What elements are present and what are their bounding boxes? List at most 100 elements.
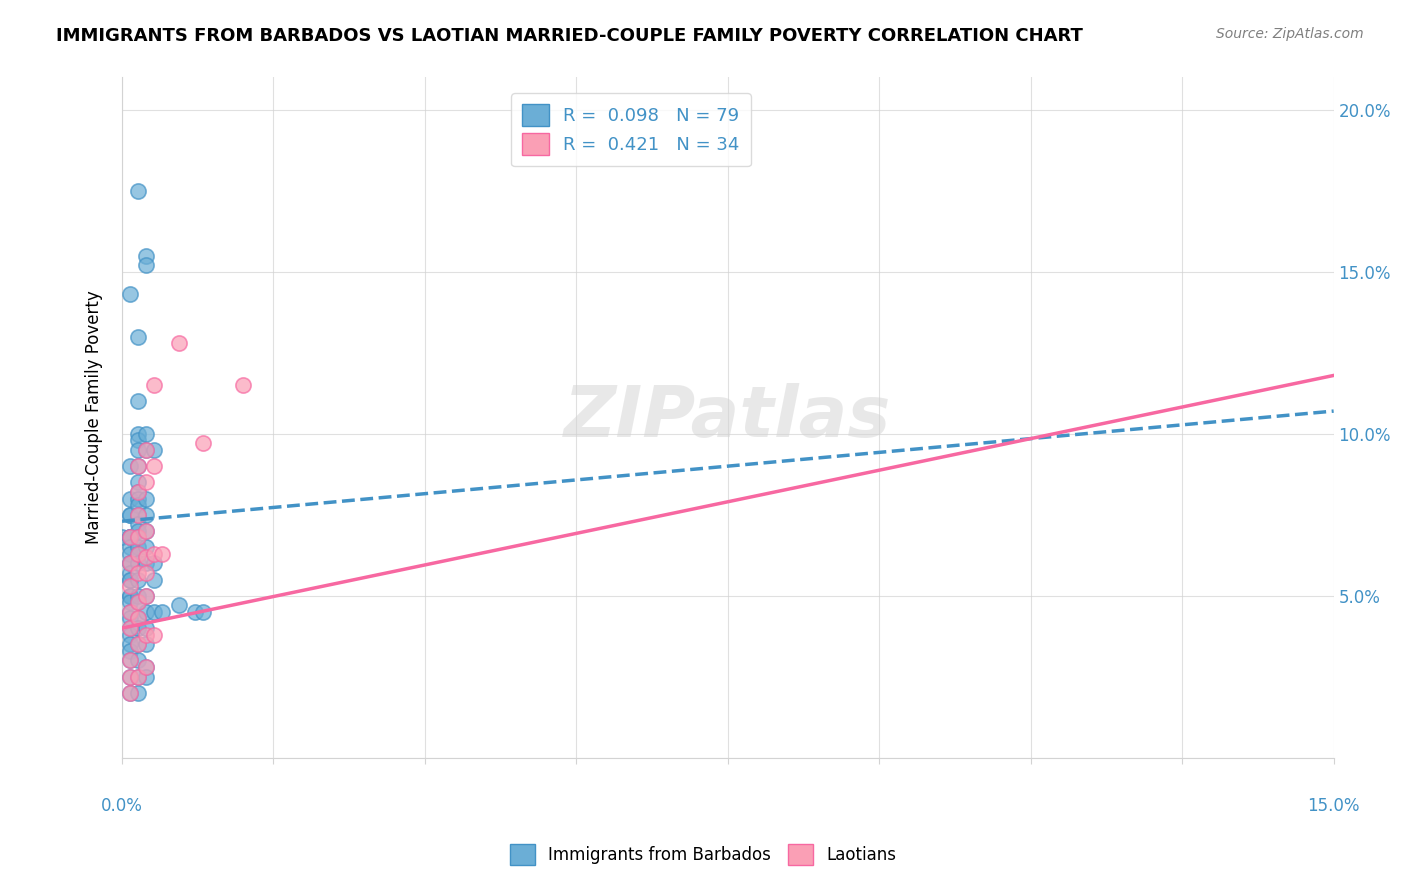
Point [120,605,142,619]
Point [120,530,142,544]
Point [120,557,142,571]
Y-axis label: Married-Couple Family Poverty: Married-Couple Family Poverty [86,291,103,544]
Point [135,475,157,490]
Point [120,557,142,571]
Point [127,434,149,448]
Point [143,557,166,571]
Point [120,644,142,658]
Point [135,442,157,457]
Point [127,485,149,500]
Point [120,589,142,603]
Point [152,547,174,561]
Point [120,589,142,603]
Point [120,287,142,301]
Point [135,426,157,441]
Point [127,686,149,700]
Point [191,436,214,450]
Point [143,459,166,474]
Point [120,459,142,474]
Point [167,336,190,351]
Point [127,530,149,544]
Point [127,573,149,587]
Point [120,491,142,506]
Point [127,637,149,651]
Point [120,508,142,522]
Point [127,595,149,609]
Point [191,605,214,619]
Point [135,508,157,522]
Point [120,605,142,619]
Point [127,426,149,441]
Text: Source: ZipAtlas.com: Source: ZipAtlas.com [1216,27,1364,41]
Point [127,459,149,474]
Point [120,547,142,561]
Point [120,530,142,544]
Point [135,491,157,506]
Point [135,589,157,603]
Point [120,670,142,684]
Point [135,621,157,635]
Point [135,557,157,571]
Legend: R =  0.098   N = 79, R =  0.421   N = 34: R = 0.098 N = 79, R = 0.421 N = 34 [512,94,751,166]
Legend: Immigrants from Barbados, Laotians: Immigrants from Barbados, Laotians [501,834,905,875]
Point [127,184,149,198]
Point [127,508,149,522]
Point [143,605,166,619]
Point [120,595,142,609]
Point [127,547,149,561]
Point [135,442,157,457]
Point [127,653,149,667]
Point [120,530,142,544]
Point [127,637,149,651]
Point [127,621,149,635]
Point [143,547,166,561]
Point [152,605,174,619]
Point [135,589,157,603]
Point [143,573,166,587]
Point [120,557,142,571]
Point [127,670,149,684]
Point [127,498,149,512]
Point [135,605,157,619]
Point [120,670,142,684]
Point [120,573,142,587]
Point [127,611,149,625]
Point [232,378,254,392]
Point [127,475,149,490]
Point [120,637,142,651]
Point [127,491,149,506]
Point [135,249,157,263]
Point [127,394,149,409]
Point [120,627,142,641]
Text: 15.0%: 15.0% [1308,797,1360,814]
Point [120,573,142,587]
Point [135,670,157,684]
Point [127,329,149,343]
Point [120,653,142,667]
Point [143,378,166,392]
Point [120,686,142,700]
Point [120,530,142,544]
Point [120,530,142,544]
Point [127,611,149,625]
Point [127,524,149,538]
Point [127,670,149,684]
Point [127,540,149,554]
Point [127,517,149,532]
Point [120,621,142,635]
Text: ZIPatlas: ZIPatlas [564,383,891,452]
Text: 0.0%: 0.0% [101,797,143,814]
Point [184,605,207,619]
Point [135,627,157,641]
Point [127,508,149,522]
Point [127,589,149,603]
Point [127,442,149,457]
Point [135,660,157,674]
Point [111,530,134,544]
Point [120,508,142,522]
Point [135,540,157,554]
Point [135,660,157,674]
Point [127,557,149,571]
Point [127,459,149,474]
Point [120,540,142,554]
